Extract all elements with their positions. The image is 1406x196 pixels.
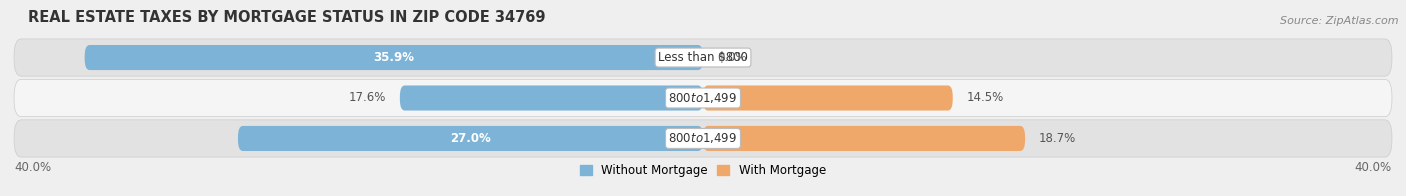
FancyBboxPatch shape [703,126,1025,151]
Text: $800 to $1,499: $800 to $1,499 [668,91,738,105]
FancyBboxPatch shape [14,79,1392,117]
FancyBboxPatch shape [14,120,1392,157]
FancyBboxPatch shape [84,45,703,70]
FancyBboxPatch shape [238,126,703,151]
Text: $800 to $1,499: $800 to $1,499 [668,132,738,145]
Text: 40.0%: 40.0% [14,161,51,174]
Text: Source: ZipAtlas.com: Source: ZipAtlas.com [1281,16,1399,26]
Text: 14.5%: 14.5% [966,92,1004,104]
FancyBboxPatch shape [14,39,1392,76]
Text: Less than $800: Less than $800 [658,51,748,64]
Text: 27.0%: 27.0% [450,132,491,145]
FancyBboxPatch shape [703,85,953,111]
Text: 18.7%: 18.7% [1039,132,1076,145]
Text: 17.6%: 17.6% [349,92,387,104]
Text: 40.0%: 40.0% [1355,161,1392,174]
FancyBboxPatch shape [399,85,703,111]
Legend: Without Mortgage, With Mortgage: Without Mortgage, With Mortgage [581,164,825,177]
Text: 0.0%: 0.0% [717,51,747,64]
Text: 35.9%: 35.9% [374,51,415,64]
Text: REAL ESTATE TAXES BY MORTGAGE STATUS IN ZIP CODE 34769: REAL ESTATE TAXES BY MORTGAGE STATUS IN … [28,10,546,25]
